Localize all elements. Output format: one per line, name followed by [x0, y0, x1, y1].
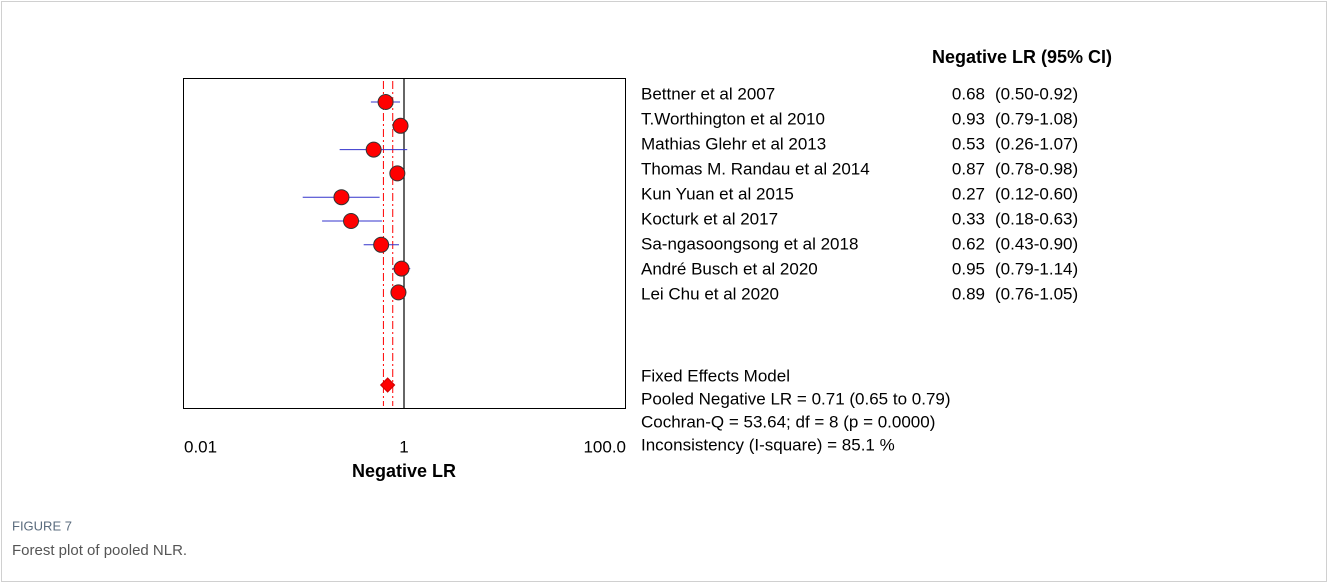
study-value: 0.33 — [952, 209, 985, 228]
study-ci: (0.50-0.92) — [995, 84, 1078, 103]
study-ci: (0.43-0.90) — [995, 234, 1078, 253]
point-estimate — [365, 141, 382, 158]
study-ci: (0.78-0.98) — [995, 159, 1078, 178]
point-estimate — [389, 165, 406, 182]
study-ci: (0.79-1.08) — [995, 109, 1078, 128]
point-estimate — [393, 260, 410, 277]
study-value: 0.89 — [952, 284, 985, 303]
point-estimate — [392, 117, 409, 134]
point-estimate — [373, 236, 390, 253]
study-name: Lei Chu et al 2020 — [641, 284, 779, 303]
study-name: Mathias Glehr et al 2013 — [641, 134, 826, 153]
study-value: 0.27 — [952, 184, 985, 203]
caption-label: FIGURE 7 — [12, 518, 72, 533]
plot-frame — [183, 78, 626, 409]
column-header: Negative LR (95% CI) — [932, 47, 1112, 67]
study-ci: (0.18-0.63) — [995, 209, 1078, 228]
point-estimate — [343, 213, 360, 229]
study-ci: (0.79-1.14) — [995, 259, 1078, 278]
study-value: 0.68 — [952, 84, 985, 103]
study-value: 0.93 — [952, 109, 985, 128]
x-tick-label: 0.01 — [184, 437, 217, 456]
study-name: Sa-ngasoongsong et al 2018 — [641, 234, 858, 253]
summary-line: Pooled Negative LR = 0.71 (0.65 to 0.79) — [641, 389, 951, 408]
study-name: Bettner et al 2007 — [641, 84, 775, 103]
summary-line: Cochran-Q = 53.64; df = 8 (p = 0.0000) — [641, 412, 935, 431]
study-ci: (0.12-0.60) — [995, 184, 1078, 203]
caption-text: Forest plot of pooled NLR. — [12, 542, 187, 559]
study-value: 0.62 — [952, 234, 985, 253]
study-ci: (0.76-1.05) — [995, 284, 1078, 303]
point-estimate — [390, 284, 407, 301]
summary-line: Inconsistency (I-square) = 85.1 % — [641, 435, 895, 454]
study-name: Kun Yuan et al 2015 — [641, 184, 794, 203]
study-ci: (0.26-1.07) — [995, 134, 1078, 153]
x-tick-label: 1 — [399, 437, 408, 456]
study-name: Kocturk et al 2017 — [641, 209, 778, 228]
x-tick-label: 100.0 — [583, 437, 626, 456]
summary-line: Fixed Effects Model — [641, 366, 790, 385]
study-name: André Busch et al 2020 — [641, 259, 818, 278]
study-name: Thomas M. Randau et al 2014 — [641, 159, 870, 178]
study-value: 0.53 — [952, 134, 985, 153]
x-axis-label: Negative LR — [352, 461, 456, 481]
point-estimate — [333, 189, 350, 206]
study-value: 0.95 — [952, 259, 985, 278]
point-estimate — [377, 94, 394, 110]
pooled-diamond — [379, 377, 396, 393]
study-value: 0.87 — [952, 159, 985, 178]
study-name: T.Worthington et al 2010 — [641, 109, 825, 128]
